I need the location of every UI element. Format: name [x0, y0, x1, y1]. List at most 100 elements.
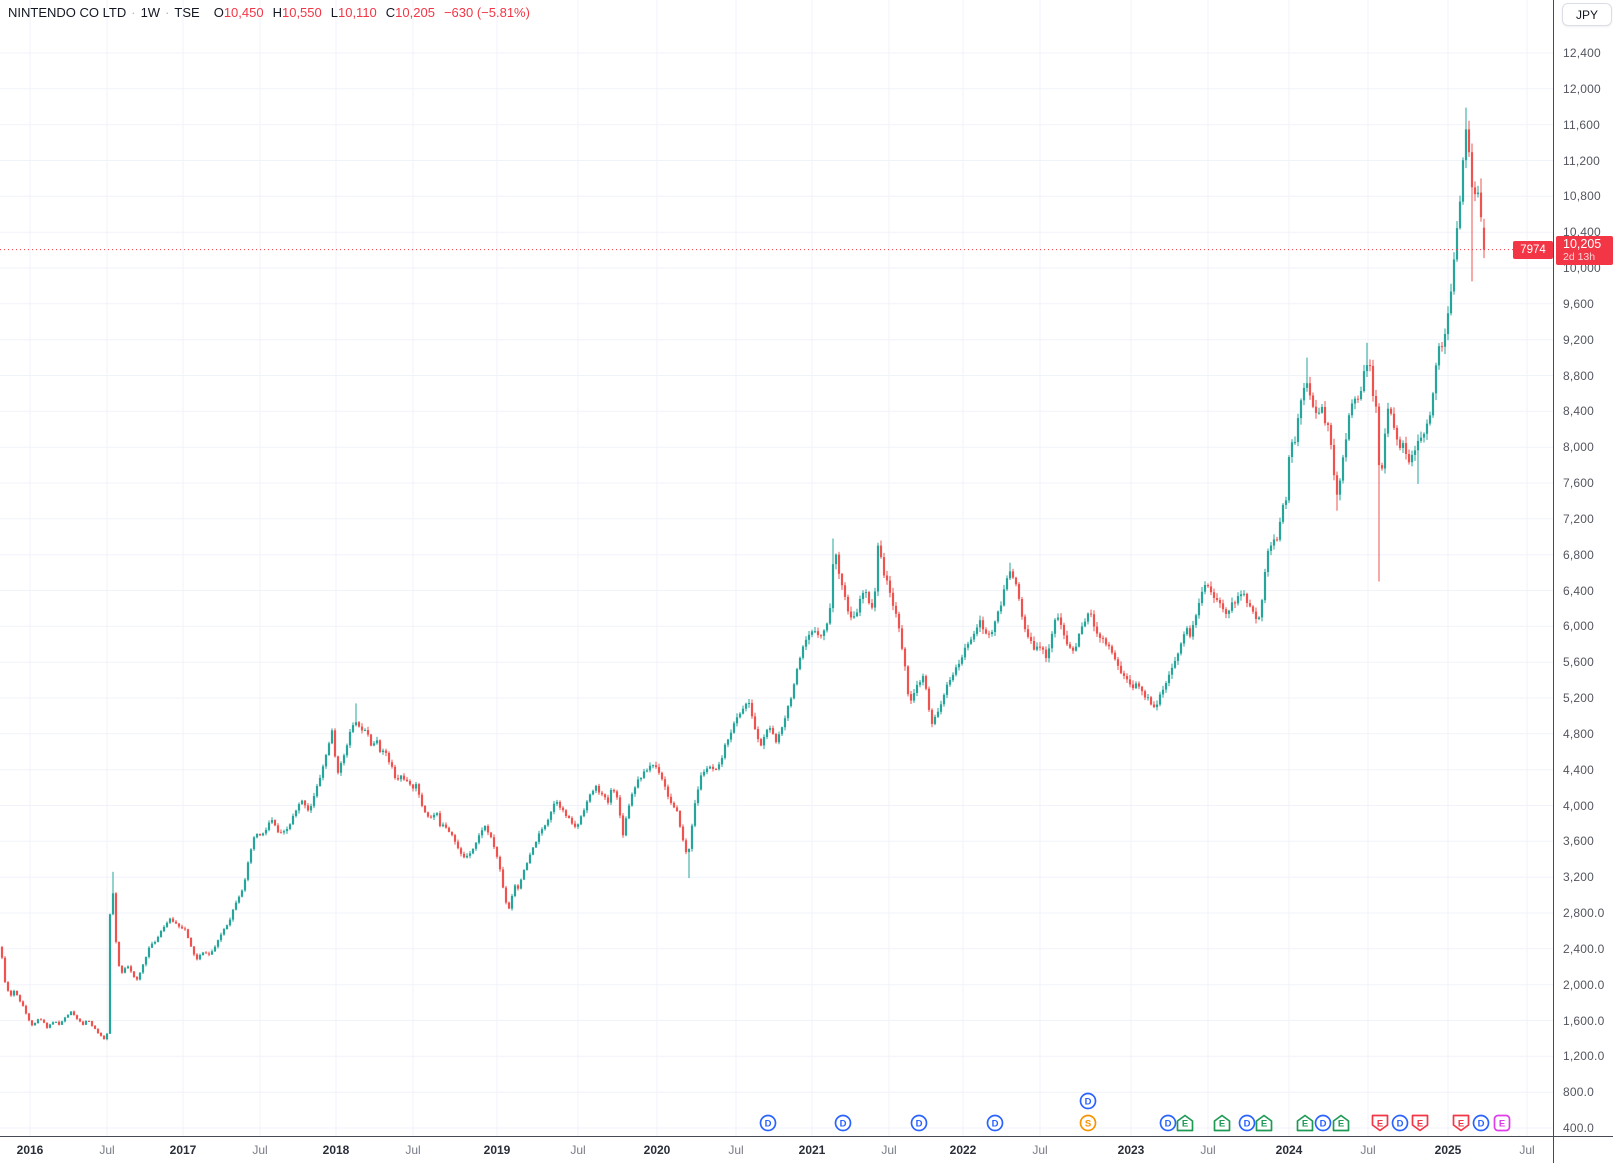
high-value: 10,550	[281, 5, 322, 20]
price-tag: 10,205 2d 13h	[1556, 236, 1613, 265]
price-axis-label: 8,800	[1563, 369, 1595, 383]
svg-text:D: D	[992, 1118, 999, 1129]
svg-text:D: D	[1165, 1118, 1172, 1129]
time-axis-label: Jul	[99, 1143, 115, 1157]
price-axis-label: 10,400	[1563, 225, 1601, 239]
price-axis-label: 800.0	[1563, 1085, 1595, 1099]
symbol-price-flag: 7974	[1513, 241, 1553, 259]
earnings-badge[interactable]: E	[1411, 1114, 1429, 1132]
price-axis-label: 12,000	[1563, 82, 1601, 96]
dividend-badge[interactable]: D	[986, 1114, 1004, 1132]
price-axis-label: 6,800	[1563, 548, 1595, 562]
price-axis-label: 4,800	[1563, 727, 1595, 741]
price-axis-label: 8,400	[1563, 404, 1595, 418]
svg-text:E: E	[1261, 1118, 1267, 1129]
svg-text:D: D	[916, 1118, 923, 1129]
price-axis-label: 1,200.0	[1563, 1049, 1605, 1063]
time-axis-label: 2021	[798, 1143, 826, 1157]
price-axis-label: 3,200	[1563, 870, 1595, 884]
time-axis-label: 2019	[483, 1143, 511, 1157]
earnings-badge[interactable]: E	[1371, 1114, 1389, 1132]
time-axis-label: Jul	[405, 1143, 421, 1157]
svg-text:E: E	[1338, 1118, 1344, 1129]
dividend-badge[interactable]: D	[1079, 1092, 1097, 1110]
svg-text:D: D	[1244, 1118, 1251, 1129]
dividend-badge[interactable]: D	[1159, 1114, 1177, 1132]
earnings-badge[interactable]: E	[1255, 1114, 1273, 1132]
earnings-badge[interactable]: E	[1213, 1114, 1231, 1132]
price-axis-label: 10,800	[1563, 189, 1601, 203]
time-axis-label: Jul	[570, 1143, 586, 1157]
exchange-label: TSE	[174, 5, 200, 20]
split-badge[interactable]: S	[1079, 1114, 1097, 1132]
svg-text:D: D	[1478, 1118, 1485, 1129]
dividend-badge[interactable]: D	[910, 1114, 928, 1132]
time-axis-label: Jul	[881, 1143, 897, 1157]
dividend-badge[interactable]: D	[759, 1114, 777, 1132]
price-axis-label: 11,200	[1563, 154, 1601, 168]
earnings-badge[interactable]: E	[1493, 1114, 1511, 1132]
price-axis-label: 2,400.0	[1563, 942, 1605, 956]
ohlc-low: L10,110	[330, 5, 377, 20]
price-axis-label: 7,600	[1563, 476, 1595, 490]
currency-button[interactable]: JPY	[1561, 3, 1612, 26]
svg-text:E: E	[1499, 1118, 1505, 1129]
svg-text:E: E	[1302, 1118, 1308, 1129]
svg-text:E: E	[1458, 1118, 1464, 1129]
price-axis-label: 4,400	[1563, 763, 1595, 777]
svg-text:D: D	[1085, 1096, 1092, 1107]
dividend-badge[interactable]: D	[1314, 1114, 1332, 1132]
price-legend: NINTENDO CO LTD · 1W · TSE O10,450 H10,5…	[8, 5, 530, 20]
time-axis-label: 2016	[16, 1143, 44, 1157]
grid-lines	[0, 0, 1553, 1136]
candles	[0, 107, 1486, 1041]
price-axis-label: 8,000	[1563, 440, 1595, 454]
svg-text:S: S	[1085, 1118, 1091, 1129]
time-axis-label: Jul	[1519, 1143, 1535, 1157]
earnings-badge[interactable]: E	[1332, 1114, 1350, 1132]
close-value: 10,205	[395, 5, 435, 20]
ohlc-high: H10,550	[272, 5, 322, 20]
earnings-badge[interactable]: E	[1296, 1114, 1314, 1132]
dividend-badge[interactable]: D	[1391, 1114, 1409, 1132]
price-axis-label: 2,800.0	[1563, 906, 1605, 920]
change-value: −630 (−5.81%)	[443, 5, 530, 20]
price-axis-label: 1,600.0	[1563, 1014, 1605, 1028]
dividend-badge[interactable]: D	[1238, 1114, 1256, 1132]
price-axis-label: 5,200	[1563, 691, 1595, 705]
svg-text:E: E	[1377, 1118, 1383, 1129]
price-axis-label: 4,000	[1563, 799, 1595, 813]
time-axis-label: 2018	[322, 1143, 350, 1157]
svg-text:D: D	[765, 1118, 772, 1129]
price-axis-label: 7,200	[1563, 512, 1595, 526]
price-axis-label: 12,400	[1563, 46, 1601, 60]
open-value: 10,450	[223, 5, 264, 20]
ohlc-open: O10,450	[213, 5, 264, 20]
dividend-badge[interactable]: D	[834, 1114, 852, 1132]
interval-label[interactable]: 1W	[140, 5, 161, 20]
price-axis-label: 11,600	[1563, 118, 1601, 132]
legend-separator: ·	[165, 5, 170, 20]
svg-text:E: E	[1417, 1118, 1423, 1129]
earnings-badge[interactable]: E	[1176, 1114, 1194, 1132]
price-axis-label: 6,000	[1563, 619, 1595, 633]
price-axis-label: 5,600	[1563, 655, 1595, 669]
svg-text:D: D	[1320, 1118, 1327, 1129]
price-tag-value: 10,205	[1563, 237, 1602, 251]
time-axis-label: 2020	[643, 1143, 671, 1157]
earnings-badge[interactable]: E	[1452, 1114, 1470, 1132]
price-axis-label: 2,000.0	[1563, 978, 1605, 992]
price-axis-label: 9,600	[1563, 297, 1595, 311]
price-axis-label: 3,600	[1563, 834, 1595, 848]
svg-text:D: D	[840, 1118, 847, 1129]
low-value: 10,110	[337, 5, 377, 20]
svg-text:D: D	[1397, 1118, 1404, 1129]
time-axis-label: 2023	[1117, 1143, 1145, 1157]
symbol-title[interactable]: NINTENDO CO LTD	[8, 5, 127, 20]
price-tag-countdown: 2d 13h	[1563, 251, 1596, 263]
price-axis-label: 6,400	[1563, 584, 1595, 598]
dividend-badge[interactable]: D	[1472, 1114, 1490, 1132]
time-axis-border	[0, 1136, 1613, 1137]
